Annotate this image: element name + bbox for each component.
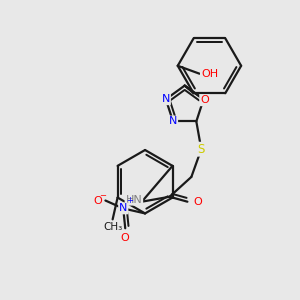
Text: O: O	[93, 196, 102, 206]
Text: N: N	[162, 94, 170, 104]
Text: HN: HN	[125, 195, 142, 205]
Text: O: O	[121, 233, 130, 243]
Text: S: S	[198, 143, 205, 156]
Text: O: O	[193, 197, 202, 207]
Text: OH: OH	[201, 69, 218, 79]
Text: O: O	[200, 95, 209, 105]
Text: N: N	[169, 116, 177, 126]
Text: N: N	[119, 203, 128, 214]
Text: CH₃: CH₃	[103, 222, 122, 232]
Text: +: +	[126, 196, 133, 205]
Text: −: −	[99, 191, 106, 200]
